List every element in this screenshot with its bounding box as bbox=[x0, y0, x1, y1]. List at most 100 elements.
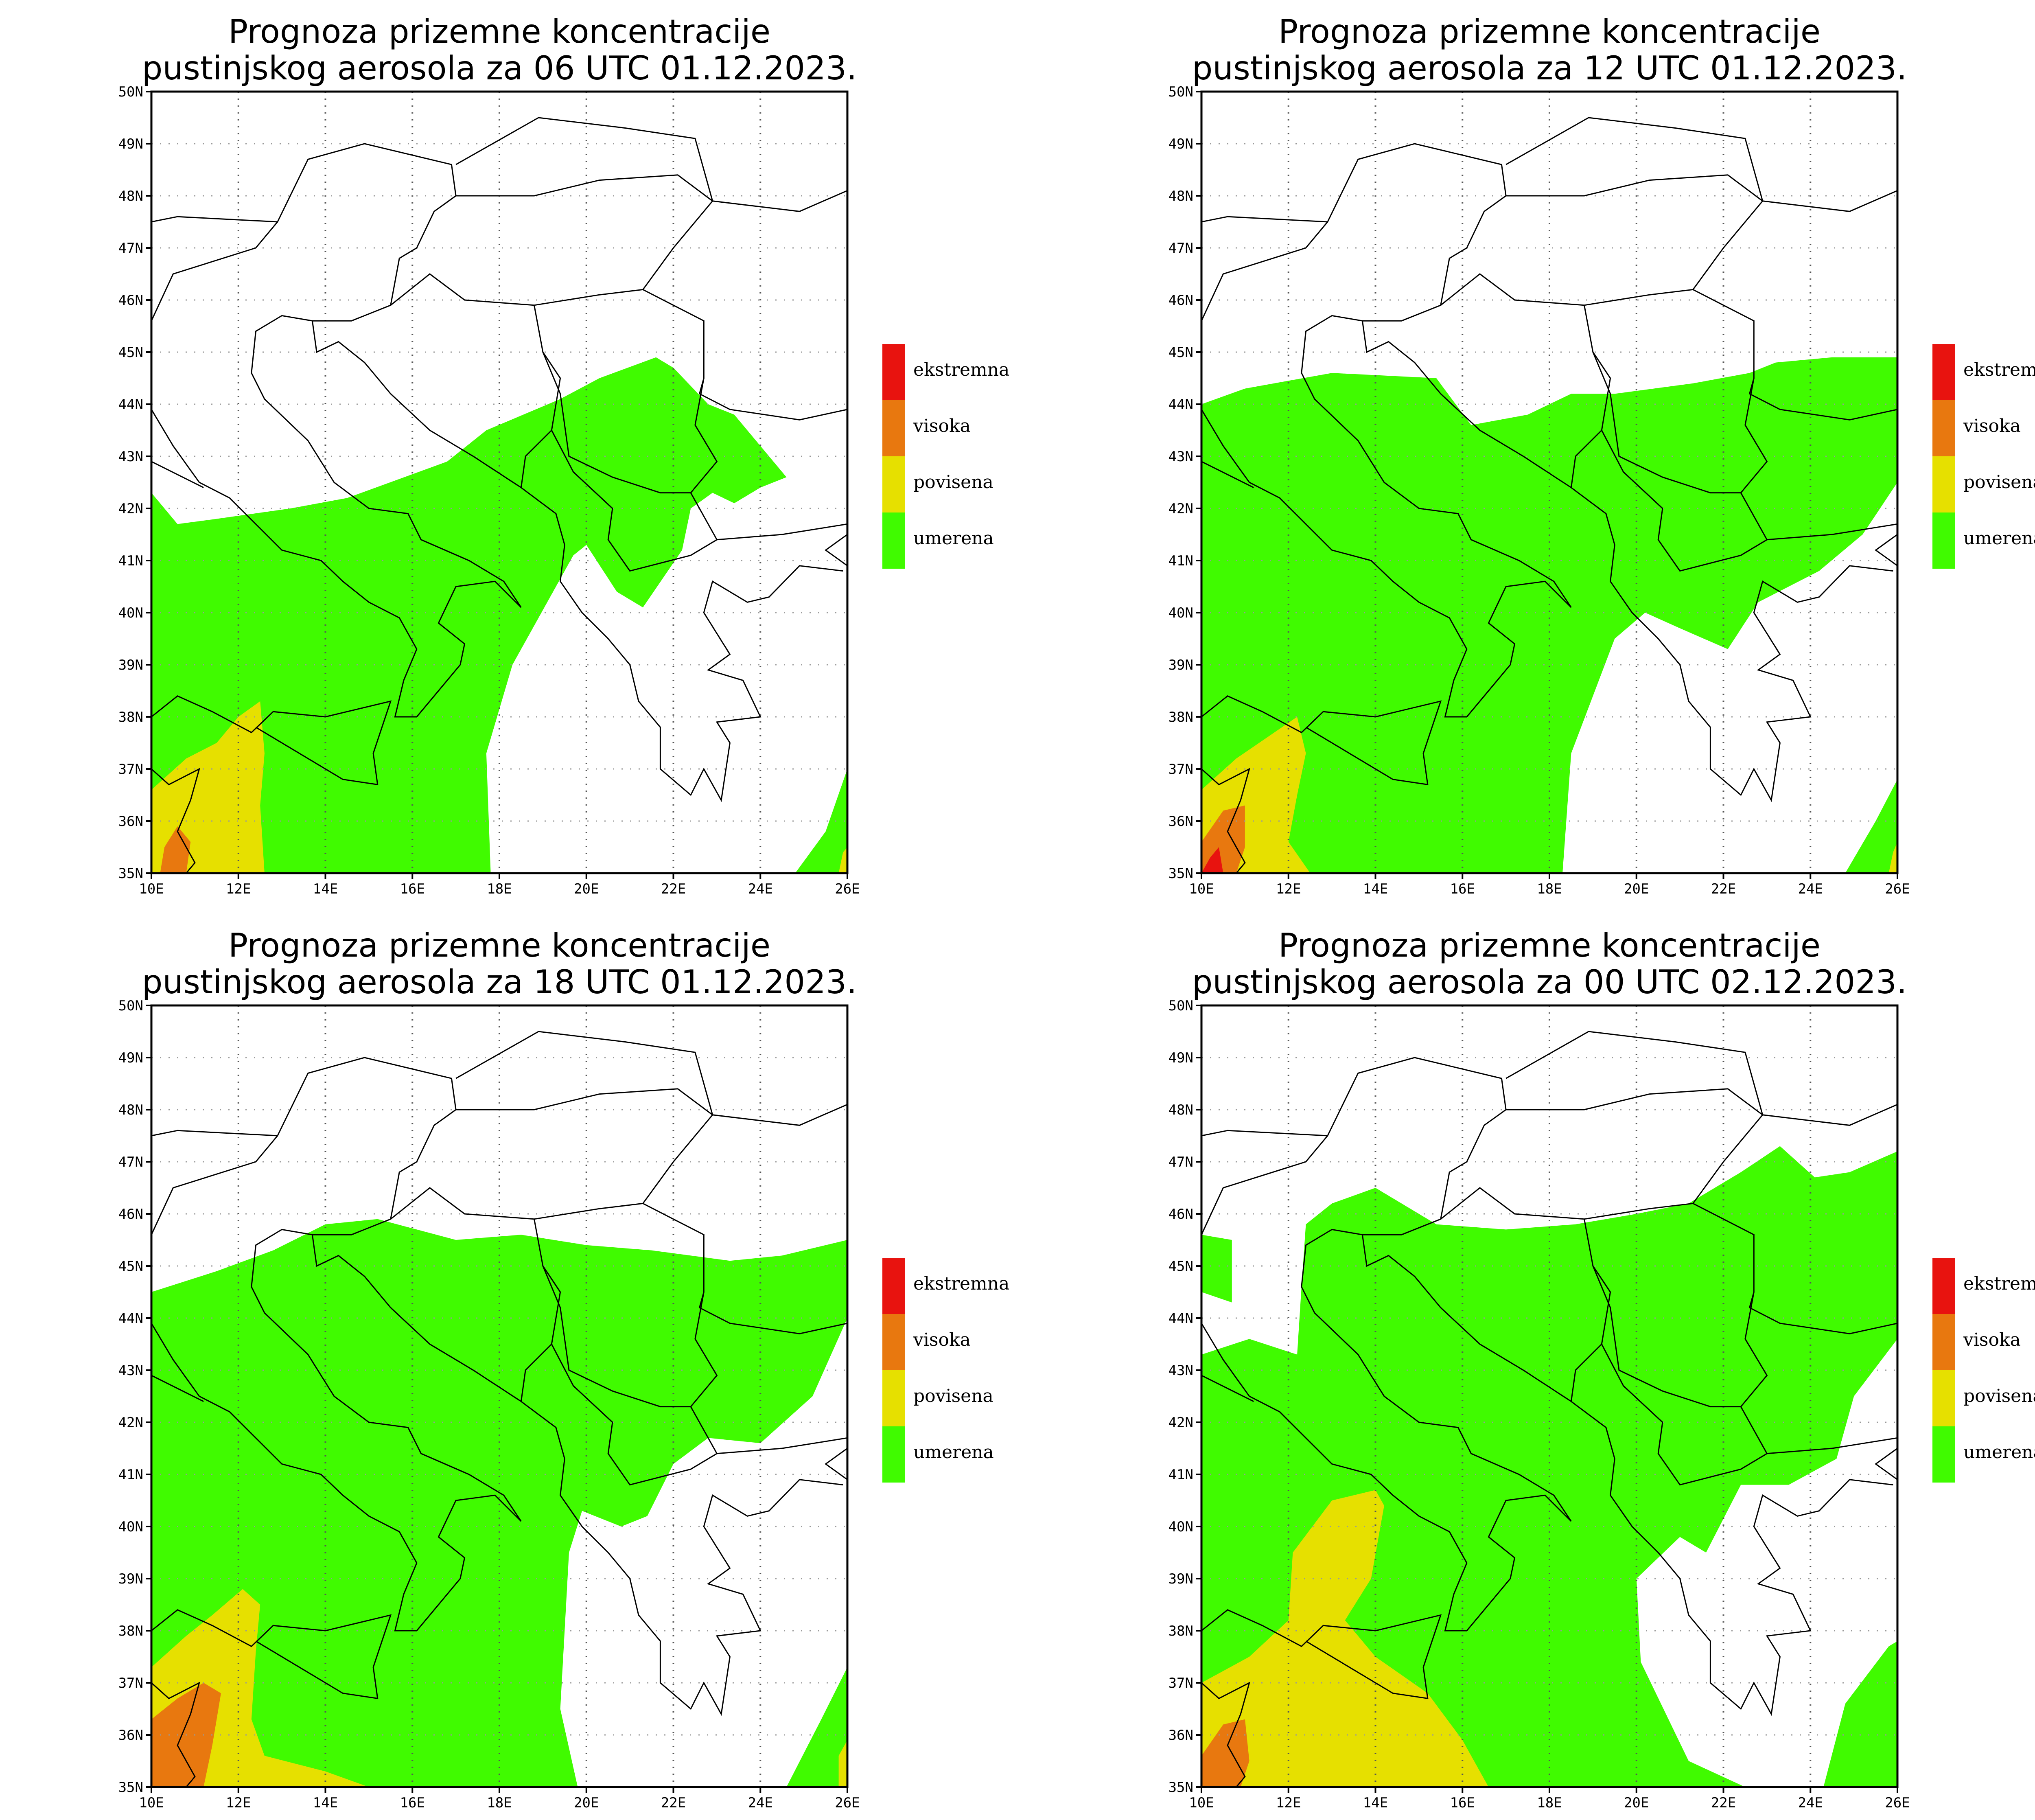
legend-label: povisena bbox=[913, 472, 993, 493]
lat-tick-label: 46N bbox=[1168, 292, 1193, 309]
legend: ekstremna visoka povisena umerena bbox=[1932, 344, 2035, 569]
lat-tick-label: 43N bbox=[118, 449, 143, 465]
lat-tick-label: 42N bbox=[118, 501, 143, 517]
lon-tick-label: 18E bbox=[1537, 1795, 1562, 1811]
lat-tick-label: 38N bbox=[118, 1623, 143, 1639]
graticule bbox=[151, 1005, 847, 1787]
lon-tick-label: 16E bbox=[400, 881, 425, 897]
concentration-area bbox=[1845, 779, 1897, 873]
lon-tick-label: 26E bbox=[1885, 1795, 1910, 1811]
legend-swatch bbox=[882, 1370, 905, 1426]
concentration-area bbox=[1201, 847, 1223, 873]
legend-swatch bbox=[1932, 1314, 1955, 1370]
lat-tick-label: 37N bbox=[1168, 1675, 1193, 1691]
lon-tick-label: 10E bbox=[139, 881, 164, 897]
map-panel-2: 50N 49N 48N 47N 46N 45N 44N 43N 42N 41N 40N 39N 38N 3… bbox=[1168, 13, 2035, 897]
lon-tick-label: 18E bbox=[1537, 881, 1562, 897]
lat-tick-label: 36N bbox=[1168, 1727, 1193, 1743]
legend-label: visoka bbox=[913, 1329, 971, 1350]
concentration-area bbox=[838, 1740, 847, 1787]
legend-swatch bbox=[882, 1258, 905, 1314]
legend-swatch bbox=[1932, 1426, 1955, 1483]
lat-tick-label: 44N bbox=[1168, 396, 1193, 413]
panel-title-line1: Prognoza prizemne koncentracije bbox=[228, 13, 770, 50]
lon-tick-label: 22E bbox=[661, 881, 686, 897]
panel-title-line1: Prognoza prizemne koncentracije bbox=[228, 926, 770, 964]
lon-tick-label: 16E bbox=[400, 1795, 425, 1811]
lon-tick-label: 24E bbox=[748, 881, 773, 897]
lon-tick-label: 22E bbox=[1711, 1795, 1736, 1811]
concentration-fields bbox=[151, 1005, 847, 1787]
graticule bbox=[151, 92, 847, 873]
legend-label: ekstremna bbox=[913, 1273, 1009, 1294]
panel-title-line1: Prognoza prizemne koncentracije bbox=[1278, 13, 1821, 50]
lat-tick-label: 35N bbox=[118, 1779, 143, 1796]
lat-tick-label: 48N bbox=[118, 1102, 143, 1118]
legend-label: povisena bbox=[913, 1386, 993, 1406]
lon-tick-label: 10E bbox=[1189, 1795, 1214, 1811]
lat-tick-label: 39N bbox=[1168, 1571, 1193, 1587]
legend-swatch bbox=[882, 1426, 905, 1483]
lat-tick-label: 37N bbox=[118, 1675, 143, 1691]
concentration-area bbox=[1201, 1490, 1489, 1787]
coastlines-borders bbox=[151, 117, 847, 873]
lat-tick-label: 39N bbox=[118, 1571, 143, 1587]
legend-label: ekstremna bbox=[913, 359, 1009, 380]
lat-tick-label: 44N bbox=[1168, 1310, 1193, 1327]
lat-tick-label: 49N bbox=[1168, 136, 1193, 152]
lon-tick-label: 20E bbox=[574, 1795, 599, 1811]
map-panel-4: 50N 49N 48N 47N 46N 45N 44N 43N 42N 41N 40N 39N 38N 3… bbox=[1168, 926, 2035, 1811]
lat-tick-label: 38N bbox=[1168, 1623, 1193, 1639]
concentration-area bbox=[795, 769, 847, 873]
concentration-fields bbox=[1201, 1005, 1897, 1787]
lon-tick-label: 24E bbox=[748, 1795, 773, 1811]
legend-swatch bbox=[882, 1314, 905, 1370]
lat-tick-label: 47N bbox=[118, 1154, 143, 1170]
coastlines-borders bbox=[1201, 1031, 1897, 1787]
coastlines-borders bbox=[1201, 117, 1897, 873]
lat-tick-label: 45N bbox=[118, 1258, 143, 1275]
legend: ekstremna visoka povisena umerena bbox=[882, 344, 1009, 569]
legend-label: ekstremna bbox=[1963, 1273, 2035, 1294]
lat-tick-label: 41N bbox=[1168, 553, 1193, 569]
lon-tick-label: 20E bbox=[574, 881, 599, 897]
lat-tick-label: 50N bbox=[118, 998, 143, 1014]
concentration-area bbox=[151, 1219, 847, 1787]
concentration-fields bbox=[151, 92, 847, 873]
lat-tick-label: 46N bbox=[118, 1206, 143, 1222]
concentration-area bbox=[1201, 1235, 1232, 1303]
legend-swatch bbox=[882, 400, 905, 456]
lat-tick-label: 48N bbox=[118, 188, 143, 204]
legend-label: visoka bbox=[913, 416, 971, 436]
lon-tick-label: 26E bbox=[1885, 881, 1910, 897]
lon-tick-label: 22E bbox=[661, 1795, 686, 1811]
lat-tick-label: 36N bbox=[1168, 813, 1193, 830]
lat-tick-label: 43N bbox=[1168, 1362, 1193, 1379]
lat-tick-label: 42N bbox=[1168, 501, 1193, 517]
lat-tick-label: 46N bbox=[1168, 1206, 1193, 1222]
lat-tick-label: 35N bbox=[1168, 865, 1193, 882]
lat-tick-label: 49N bbox=[1168, 1050, 1193, 1066]
lat-tick-label: 47N bbox=[118, 240, 143, 256]
lat-tick-label: 37N bbox=[1168, 761, 1193, 777]
lat-tick-label: 50N bbox=[1168, 998, 1193, 1014]
lon-tick-label: 26E bbox=[835, 1795, 860, 1811]
lat-tick-label: 48N bbox=[1168, 188, 1193, 204]
concentration-area bbox=[1201, 1719, 1249, 1787]
lon-tick-label: 16E bbox=[1450, 881, 1475, 897]
graticule bbox=[1201, 92, 1897, 873]
lat-tick-label: 48N bbox=[1168, 1102, 1193, 1118]
legend-swatch bbox=[1932, 456, 1955, 512]
lon-tick-label: 24E bbox=[1798, 881, 1823, 897]
lon-tick-label: 24E bbox=[1798, 1795, 1823, 1811]
legend-swatch bbox=[882, 344, 905, 400]
lat-tick-label: 35N bbox=[1168, 1779, 1193, 1796]
concentration-area bbox=[160, 826, 191, 873]
lat-tick-label: 47N bbox=[1168, 240, 1193, 256]
lat-tick-label: 50N bbox=[118, 84, 143, 100]
concentration-area bbox=[786, 1667, 847, 1787]
panel-title-line1: Prognoza prizemne koncentracije bbox=[1278, 926, 1821, 964]
legend-label: umerena bbox=[1963, 1442, 2035, 1463]
